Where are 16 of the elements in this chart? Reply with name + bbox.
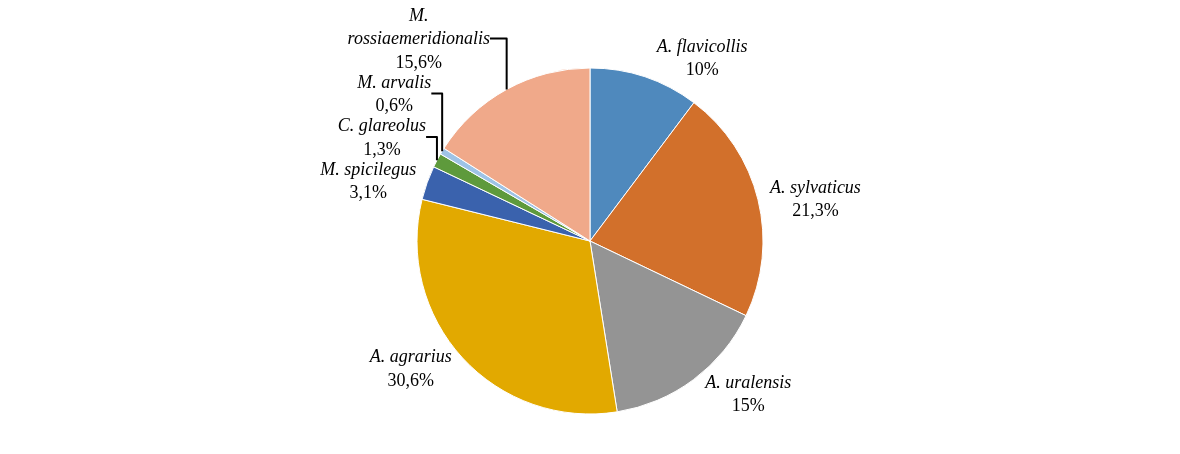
data-label: 0,6%: [375, 95, 414, 116]
slice-label: A. agrarius: [368, 346, 452, 367]
slice-label: M. rossiaemeridionalis: [347, 5, 490, 49]
data-label: 3,1%: [349, 182, 387, 203]
data-label: 15%: [731, 395, 765, 416]
data-label: 15,6%: [395, 51, 443, 72]
slice-label: C. glareolus: [337, 115, 427, 136]
slice-label: M. arvalis: [356, 71, 432, 92]
slice-label: A. uralensis: [704, 371, 792, 392]
data-label: 1,3%: [363, 138, 401, 159]
data-label: 21,3%: [792, 200, 839, 221]
data-label: 30,6%: [387, 369, 434, 390]
slice-label: A. sylvaticus: [768, 176, 861, 197]
data-label: 10%: [685, 59, 719, 80]
slice-label: A. flavicollis: [655, 35, 748, 56]
slice-label: M. spicilegus: [319, 158, 417, 179]
